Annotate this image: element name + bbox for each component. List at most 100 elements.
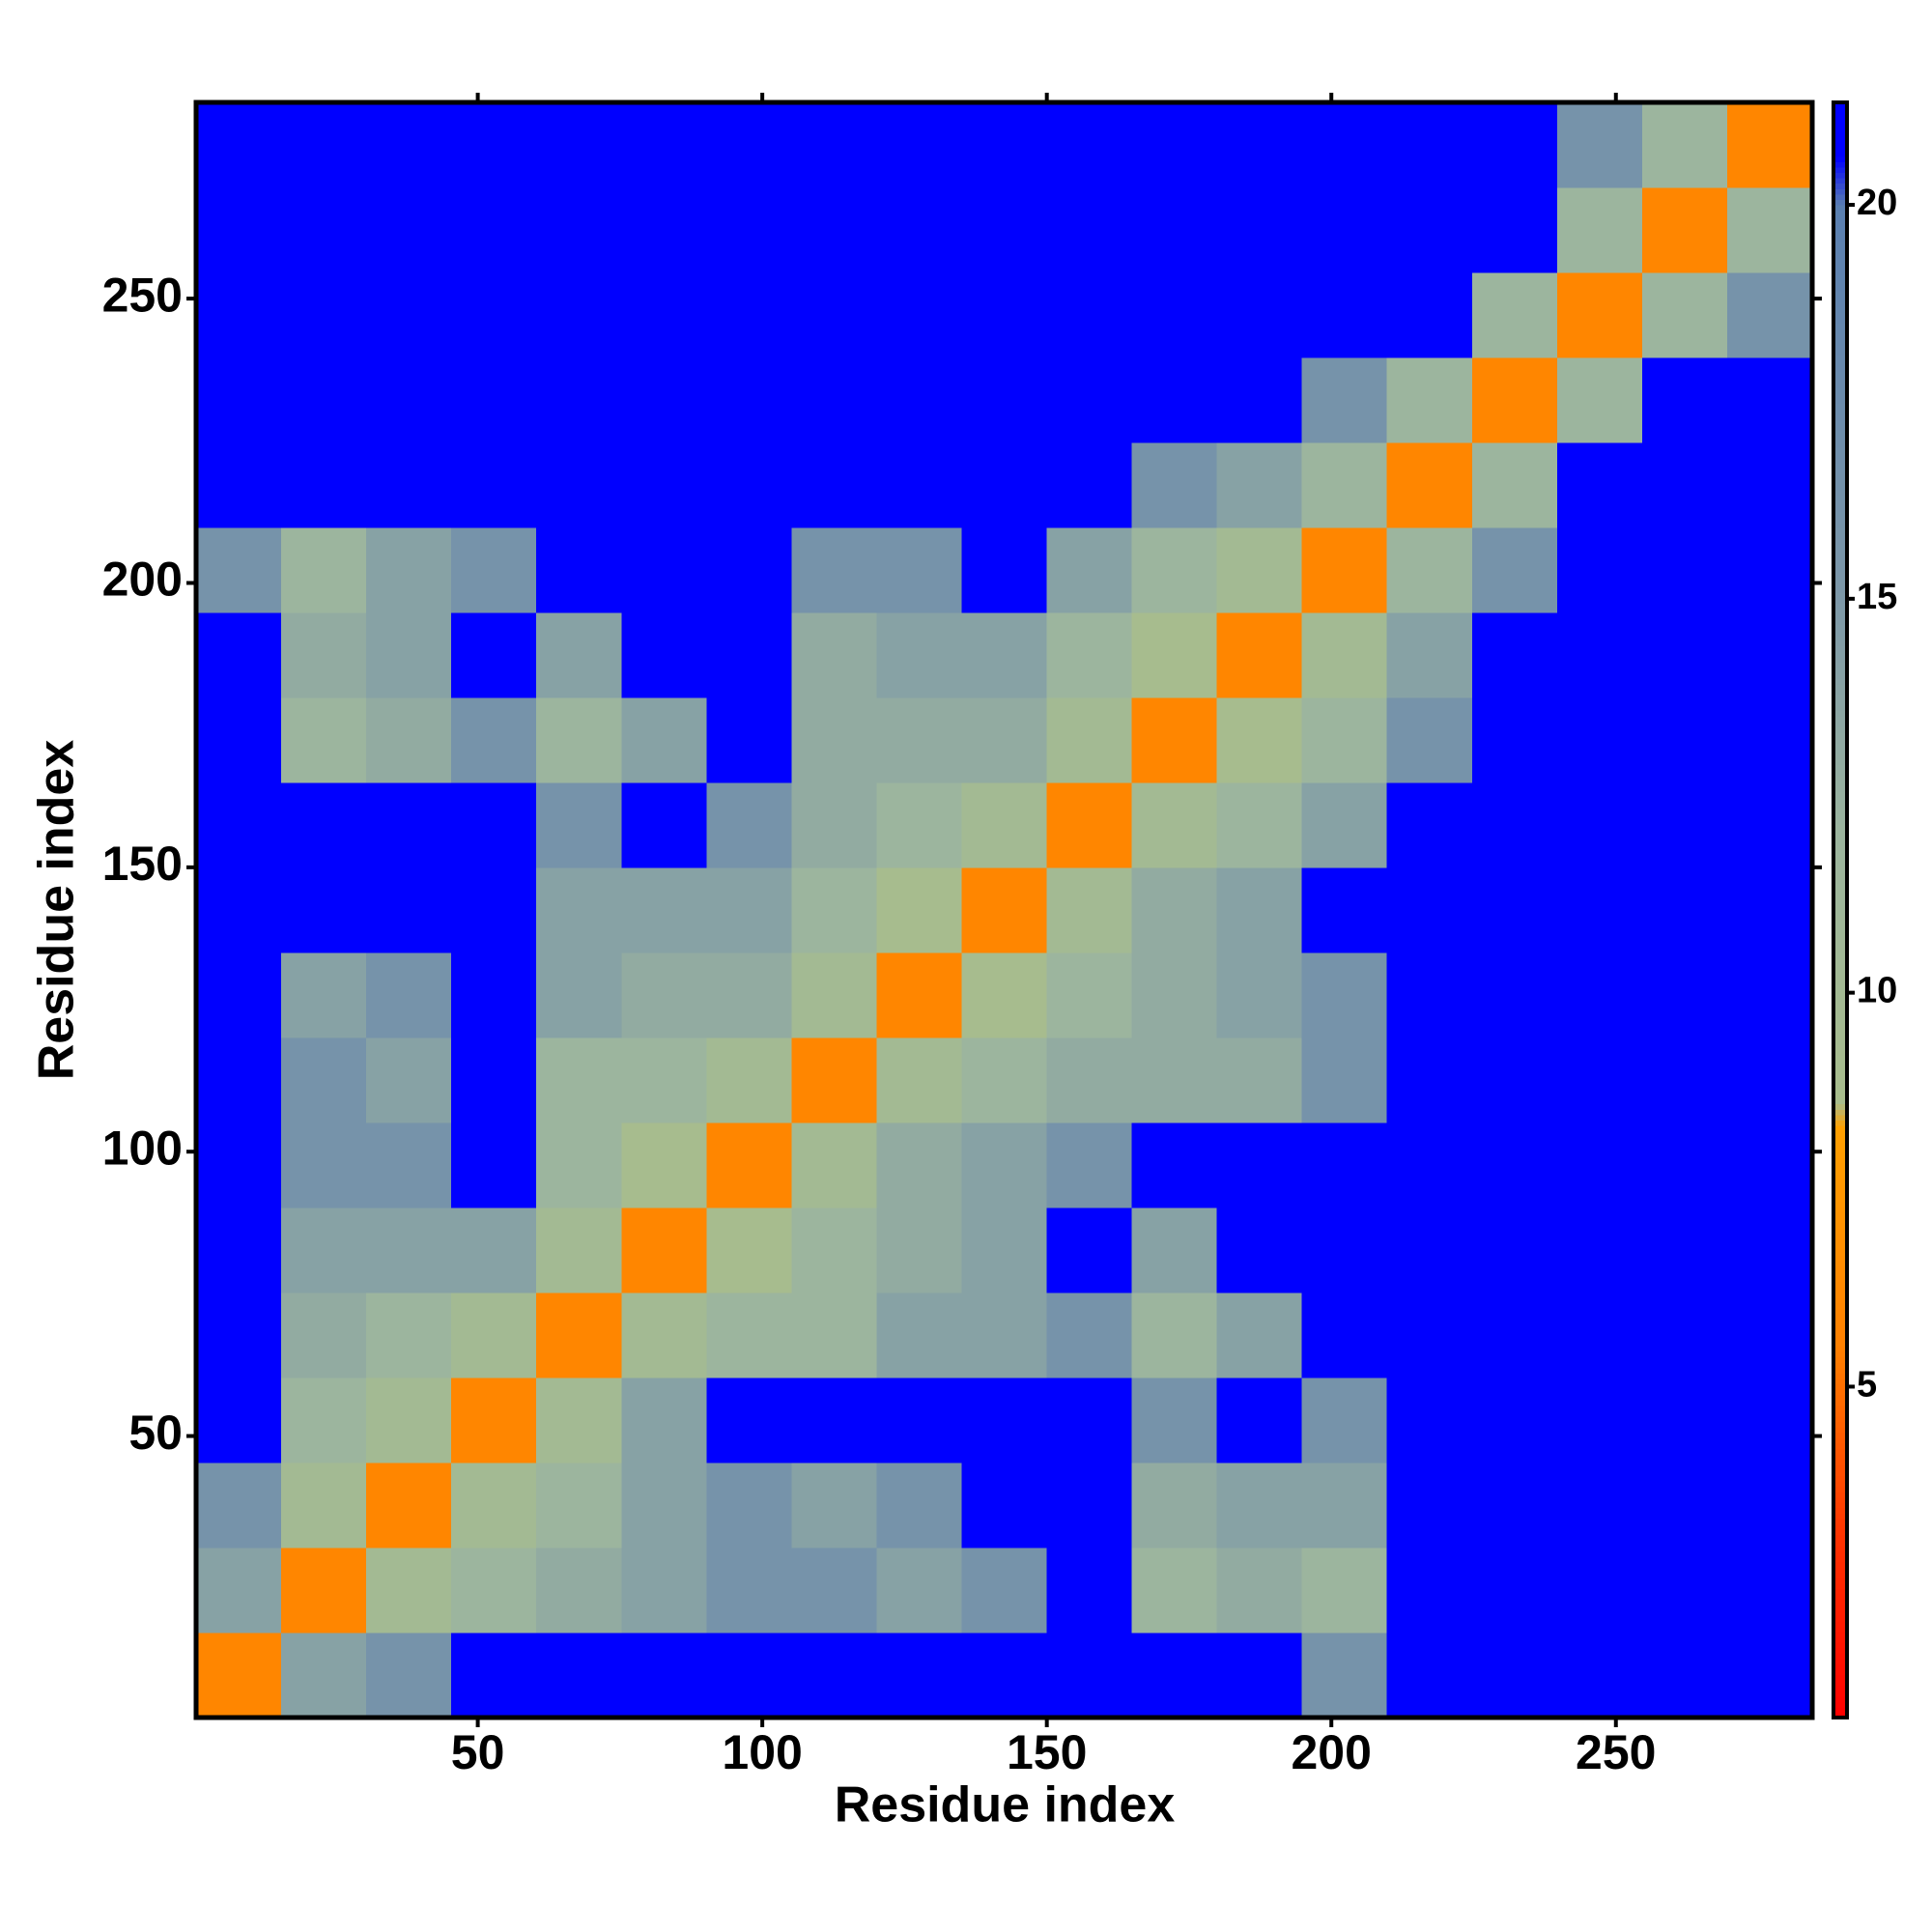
colorbar-segment xyxy=(1833,490,1847,497)
colorbar-segment xyxy=(1833,1582,1847,1589)
heatmap-cell xyxy=(1131,187,1218,273)
heatmap-cell xyxy=(961,102,1048,188)
heatmap-cell xyxy=(961,952,1048,1038)
colorbar-segment xyxy=(1833,398,1847,405)
colorbar-segment xyxy=(1833,861,1847,868)
colorbar-segment xyxy=(1833,1124,1847,1132)
heatmap-cell xyxy=(961,612,1048,698)
colorbar-segment xyxy=(1833,894,1847,900)
heatmap-cell xyxy=(876,612,962,698)
colorbar-segment xyxy=(1833,1572,1847,1578)
heatmap-cell xyxy=(1131,102,1218,188)
heatmap-cell xyxy=(196,187,282,273)
colorbar-segment xyxy=(1833,818,1847,825)
heatmap-cell xyxy=(196,1548,282,1634)
heatmap-cell xyxy=(1386,527,1473,613)
heatmap-cell xyxy=(621,697,707,783)
colorbar-segment xyxy=(1833,1147,1847,1153)
colorbar-segment xyxy=(1833,1011,1847,1019)
heatmap-cell xyxy=(791,357,877,443)
colorbar-segment xyxy=(1833,942,1847,949)
heatmap-cell xyxy=(366,1037,452,1123)
colorbar-segment xyxy=(1833,1615,1847,1622)
heatmap-cell xyxy=(961,1208,1048,1293)
colorbar-segment xyxy=(1833,958,1847,965)
colorbar-segment xyxy=(1833,888,1847,895)
heatmap-cell xyxy=(451,1548,537,1634)
heatmap-cell xyxy=(196,697,282,783)
colorbar-segment xyxy=(1833,582,1847,588)
heatmap-cell xyxy=(1556,187,1643,273)
colorbar-segment xyxy=(1833,264,1847,270)
heatmap-cell xyxy=(1386,1548,1473,1634)
heatmap-cell xyxy=(1726,1378,1813,1463)
heatmap-cell xyxy=(876,1633,962,1719)
colorbar-segment xyxy=(1833,156,1847,162)
heatmap-cell xyxy=(1471,782,1558,868)
heatmap-cell xyxy=(1641,272,1728,358)
y-tick-label: 150 xyxy=(102,837,183,891)
colorbar-segment xyxy=(1833,613,1847,620)
colorbar-segment xyxy=(1833,1690,1847,1697)
colorbar-segment xyxy=(1833,1480,1847,1487)
colorbar-segment xyxy=(1833,1475,1847,1482)
colorbar-segment xyxy=(1833,333,1847,340)
colorbar-segment xyxy=(1833,1453,1847,1461)
heatmap-cell xyxy=(961,1293,1048,1378)
heatmap-cell xyxy=(1471,1037,1558,1123)
heatmap-cell xyxy=(1641,1633,1728,1719)
heatmap-cell xyxy=(1046,1122,1133,1208)
heatmap-cell xyxy=(1046,697,1133,783)
colorbar-segment xyxy=(1833,425,1847,432)
heatmap-cell xyxy=(1641,357,1728,443)
colorbar-segment xyxy=(1833,1216,1847,1223)
heatmap-cell xyxy=(791,1633,877,1719)
colorbar-segment xyxy=(1833,1270,1847,1277)
heatmap-cell xyxy=(621,1293,707,1378)
colorbar-segment xyxy=(1833,554,1847,561)
colorbar-segment xyxy=(1833,1679,1847,1687)
heatmap-cell xyxy=(961,187,1048,273)
heatmap-cell xyxy=(1726,357,1813,443)
heatmap-cell xyxy=(1386,272,1473,358)
heatmap-cell xyxy=(1216,102,1303,188)
colorbar-segment xyxy=(1833,1114,1847,1121)
heatmap-cell xyxy=(366,867,452,953)
heatmap-cell xyxy=(791,612,877,698)
colorbar-segment xyxy=(1833,1351,1847,1358)
colorbar-segment xyxy=(1833,1626,1847,1633)
heatmap-cell xyxy=(621,1037,707,1123)
colorbar-segment xyxy=(1833,963,1847,970)
colorbar-segment xyxy=(1833,1162,1847,1170)
heatmap-cell xyxy=(791,1293,877,1378)
heatmap-cell xyxy=(1131,867,1218,953)
colorbar-segment xyxy=(1833,834,1847,841)
colorbar-segment xyxy=(1833,339,1847,346)
heatmap-cell xyxy=(451,1037,537,1123)
heatmap-cell xyxy=(1556,102,1643,188)
heatmap-cells xyxy=(196,102,1813,1719)
colorbar-segment xyxy=(1833,985,1847,992)
heatmap-cell xyxy=(1216,1633,1303,1719)
heatmap-cell xyxy=(536,612,622,698)
heatmap-cell xyxy=(1641,442,1728,528)
colorbar-segment xyxy=(1833,1233,1847,1239)
colorbar-segment xyxy=(1833,387,1847,394)
heatmap-cell xyxy=(1386,1122,1473,1208)
colorbar-segment xyxy=(1833,764,1847,771)
heatmap-cell xyxy=(1471,1633,1558,1719)
heatmap-cell xyxy=(1386,187,1473,273)
heatmap-cell xyxy=(1641,697,1728,783)
heatmap-cell xyxy=(366,1633,452,1719)
colorbar-segment xyxy=(1833,479,1847,486)
heatmap-cell xyxy=(1471,952,1558,1038)
heatmap-cell xyxy=(1301,612,1388,698)
heatmap-cell xyxy=(1301,1122,1388,1208)
colorbar-segment xyxy=(1833,366,1847,373)
colorbar-segment xyxy=(1833,1410,1847,1417)
heatmap-cell xyxy=(536,1037,622,1123)
colorbar-segment xyxy=(1833,770,1847,777)
colorbar-segment xyxy=(1833,532,1847,540)
colorbar-segment xyxy=(1833,463,1847,469)
colorbar-segment xyxy=(1833,1179,1847,1185)
